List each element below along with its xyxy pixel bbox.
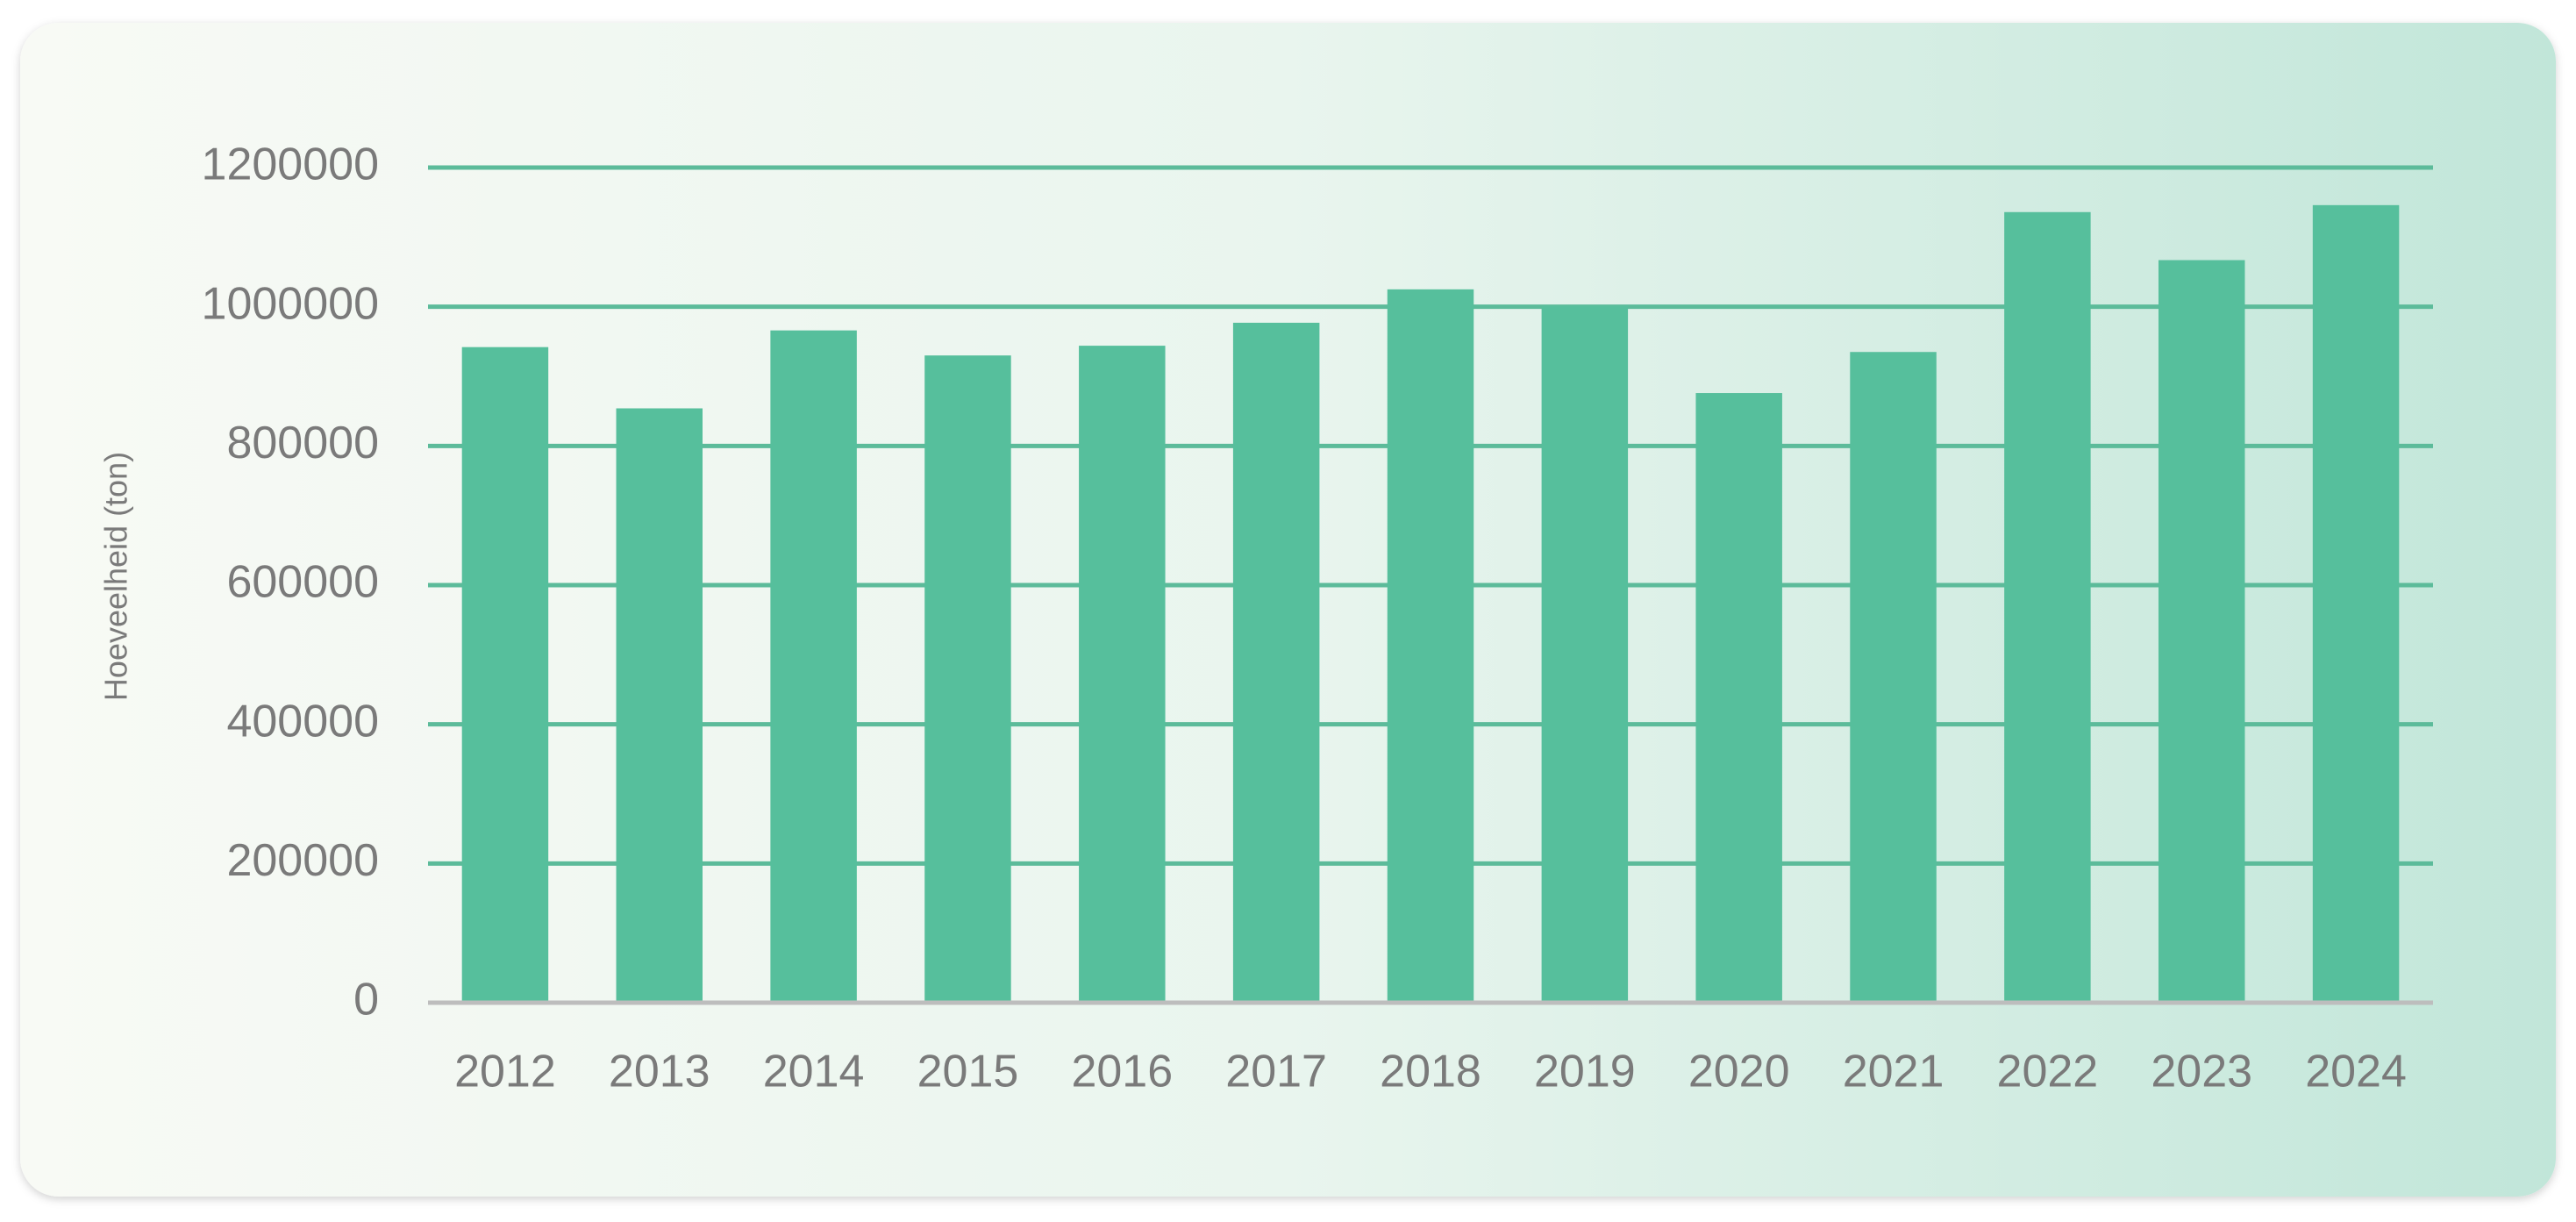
y-tick-label: 800000: [226, 418, 379, 468]
x-tick-label: 2019: [1534, 1047, 1636, 1097]
bar: [924, 355, 1011, 1003]
x-tick-label: 2015: [917, 1047, 1019, 1097]
bar: [1079, 346, 1166, 1003]
bar: [1541, 305, 1629, 1004]
x-tick-label: 2018: [1380, 1047, 1481, 1097]
bar: [1387, 289, 1474, 1003]
x-tick-label: 2022: [1997, 1047, 2099, 1097]
x-tick-label: 2024: [2305, 1047, 2407, 1097]
bar: [1232, 322, 1320, 1003]
y-tick-label: 200000: [226, 835, 379, 886]
y-tick-label: 1200000: [202, 139, 379, 190]
x-tick-label: 2016: [1071, 1047, 1173, 1097]
x-tick-label: 2012: [454, 1047, 556, 1097]
x-tick-label: 2021: [1843, 1047, 1944, 1097]
bar: [770, 330, 857, 1003]
x-tick-label: 2017: [1225, 1047, 1327, 1097]
y-tick-label: 400000: [226, 696, 379, 747]
x-tick-label: 2020: [1688, 1047, 1790, 1097]
y-axis-label: Hoeveelheid (ton): [98, 452, 134, 701]
bar: [2312, 204, 2400, 1004]
y-tick-label: 0: [353, 975, 379, 1025]
x-tick-label: 2014: [763, 1047, 865, 1097]
bar: [1850, 352, 1937, 1003]
y-tick-label: 1000000: [202, 278, 379, 329]
bar: [2158, 260, 2245, 1004]
y-tick-label: 600000: [226, 557, 379, 608]
x-tick-label: 2023: [2151, 1047, 2252, 1097]
bar: [461, 347, 549, 1003]
x-tick-label: 2013: [609, 1047, 710, 1097]
bar: [2004, 211, 2091, 1004]
bar: [1695, 393, 1782, 1003]
bar: [616, 408, 703, 1003]
